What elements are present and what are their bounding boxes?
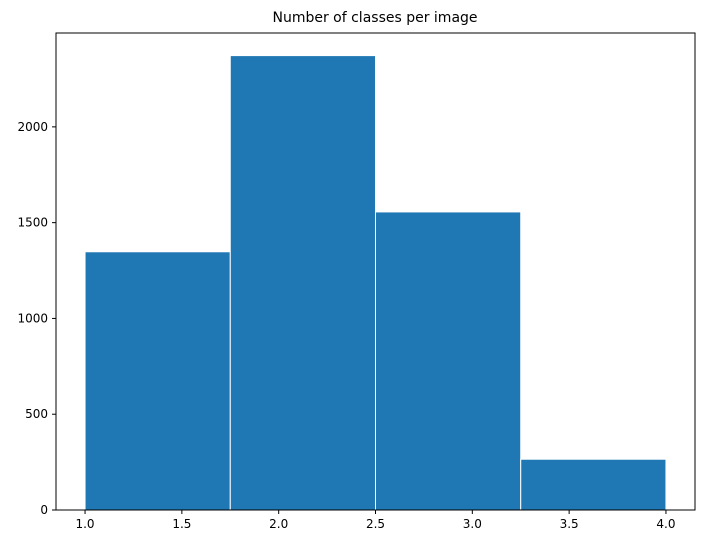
x-tick-label: 1.0 bbox=[75, 517, 94, 531]
bars-group bbox=[84, 55, 667, 511]
histogram-bar-2 bbox=[229, 55, 376, 511]
histogram-bar-4 bbox=[520, 458, 667, 511]
histogram-bar-1 bbox=[84, 251, 231, 511]
x-tick-label: 3.5 bbox=[560, 517, 579, 531]
x-tick-label: 2.5 bbox=[366, 517, 385, 531]
y-tick-label: 0 bbox=[40, 503, 48, 517]
x-tick-label: 4.0 bbox=[656, 517, 675, 531]
chart-title: Number of classes per image bbox=[272, 10, 477, 26]
histogram-bar-3 bbox=[375, 211, 522, 511]
y-tick-label: 1000 bbox=[17, 311, 48, 325]
x-tick-label: 3.0 bbox=[463, 517, 482, 531]
x-axis-ticks: 1.0 1.5 2.0 2.5 3.0 3.5 4.0 bbox=[75, 510, 676, 531]
y-tick-label: 2000 bbox=[17, 120, 48, 134]
y-tick-label: 500 bbox=[25, 407, 48, 421]
x-tick-label: 2.0 bbox=[269, 517, 288, 531]
y-axis-ticks: 0 500 1000 1500 2000 bbox=[17, 120, 56, 517]
x-tick-label: 1.5 bbox=[172, 517, 191, 531]
y-tick-label: 1500 bbox=[17, 216, 48, 230]
